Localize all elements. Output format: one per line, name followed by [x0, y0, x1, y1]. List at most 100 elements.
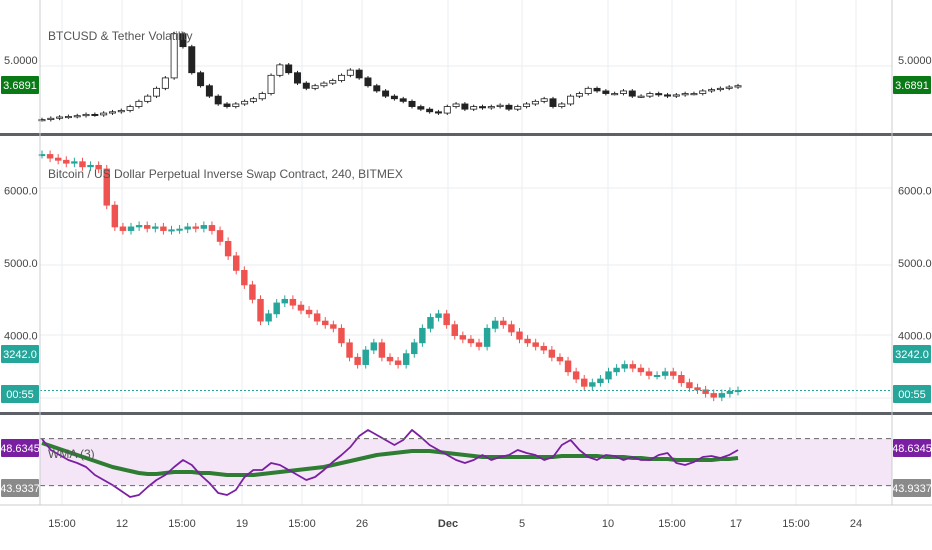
candle-body	[514, 106, 522, 110]
candle-body	[435, 313, 442, 318]
candle-body	[160, 226, 167, 231]
candle-body	[434, 111, 442, 114]
candle-body	[108, 111, 116, 114]
candle-body	[153, 87, 161, 97]
candle-body	[320, 82, 328, 87]
wma-title: WMA (3)	[48, 447, 95, 461]
candle-body	[725, 86, 733, 89]
candle-body	[46, 154, 54, 159]
candle-body	[258, 93, 266, 100]
candle-body	[56, 116, 64, 119]
x-tick-label: 15:00	[168, 518, 196, 530]
candle-body	[73, 115, 81, 118]
candle-body	[500, 320, 507, 326]
candle-body	[330, 324, 337, 329]
candle-body	[170, 33, 178, 79]
candle-body	[161, 77, 169, 89]
candle-body	[71, 161, 78, 164]
price-ytick-left: 4000.0	[4, 331, 38, 343]
candle-body	[597, 378, 604, 384]
candle-body	[467, 338, 475, 344]
price-ytick-right: 4000.0	[898, 331, 932, 343]
candle-body	[273, 302, 280, 315]
x-tick-label: 15:00	[48, 518, 76, 530]
price-badge-right-text: 3242.0	[895, 349, 929, 361]
candle-body	[470, 106, 478, 110]
candle-body	[126, 106, 134, 111]
volatility-candles	[38, 31, 742, 122]
candle-body	[322, 320, 329, 326]
candle-body	[417, 106, 425, 110]
candle-body	[63, 159, 70, 164]
x-tick-label: 5	[519, 518, 525, 530]
panel-separator-bottom[interactable]	[0, 412, 932, 415]
price-ytick-left: 6000.0	[4, 186, 38, 198]
candle-body	[249, 98, 257, 102]
candle-body	[152, 226, 159, 229]
wma-upper-badge-left-text: 48.6345	[0, 443, 40, 455]
candle-body	[496, 104, 504, 107]
candle-body	[370, 342, 378, 351]
candle-body	[661, 371, 669, 376]
candle-body	[346, 342, 353, 358]
candle-body	[265, 313, 272, 322]
candle-body	[216, 230, 224, 242]
candle-body	[117, 110, 125, 113]
wma-lower-badge-left-text: 43.9337	[0, 483, 40, 495]
candle-body	[241, 100, 249, 105]
candle-body	[602, 90, 610, 94]
candle-body	[305, 309, 313, 315]
candle-body	[452, 103, 460, 107]
x-tick-label: 26	[356, 518, 368, 530]
candle-body	[54, 157, 62, 161]
candle-body	[637, 367, 645, 373]
price-badge-left-text: 3242.0	[3, 349, 37, 361]
candle-body	[670, 371, 677, 376]
candle-body	[119, 226, 127, 231]
candle-body	[184, 226, 191, 230]
candle-body	[621, 364, 628, 369]
axis-labels: 5.0000 5.0000 4000.0 4000.0 5000.0 5000.0 6000…	[4, 55, 932, 530]
candle-body	[47, 117, 55, 120]
candle-body	[479, 106, 486, 109]
wma-upper-badge-right-text: 48.6345	[892, 443, 932, 455]
x-tick-label: 15:00	[658, 518, 686, 530]
candle-body	[702, 389, 709, 394]
candle-body	[329, 80, 337, 84]
x-tick-label: 17	[730, 518, 742, 530]
candle-body	[523, 103, 531, 107]
candle-body	[681, 93, 689, 96]
candle-body	[672, 94, 680, 97]
candle-body	[232, 103, 240, 107]
candle-body	[91, 113, 99, 116]
vol-value-badge-right-bg	[893, 76, 931, 94]
panel-separator-top[interactable]	[0, 133, 932, 136]
candle-body	[38, 154, 46, 157]
candle-body	[127, 226, 135, 231]
candle-body	[224, 241, 232, 257]
candle-body	[426, 108, 434, 113]
candle-body	[708, 89, 716, 92]
candle-body	[135, 225, 143, 228]
candle-body	[87, 164, 94, 168]
candle-body	[540, 346, 547, 351]
candle-body	[619, 90, 627, 94]
candle-body	[214, 95, 222, 105]
candle-body	[103, 168, 110, 206]
volatility-title: BTCUSD & Tether Volatility	[48, 29, 193, 43]
price-badge-left-bg	[1, 345, 39, 363]
chart-grid	[40, 0, 892, 505]
candle-body	[241, 269, 248, 286]
candle-body	[505, 104, 513, 110]
candle-body	[605, 371, 612, 380]
wma-lower-badge-right-bg	[893, 479, 931, 497]
candle-body	[313, 313, 321, 322]
candle-body	[64, 116, 72, 119]
candle-body	[276, 64, 284, 76]
candle-body	[653, 375, 661, 378]
candle-body	[548, 349, 556, 358]
candle-body	[168, 229, 175, 232]
candle-body	[710, 393, 717, 398]
candle-body	[584, 87, 592, 94]
